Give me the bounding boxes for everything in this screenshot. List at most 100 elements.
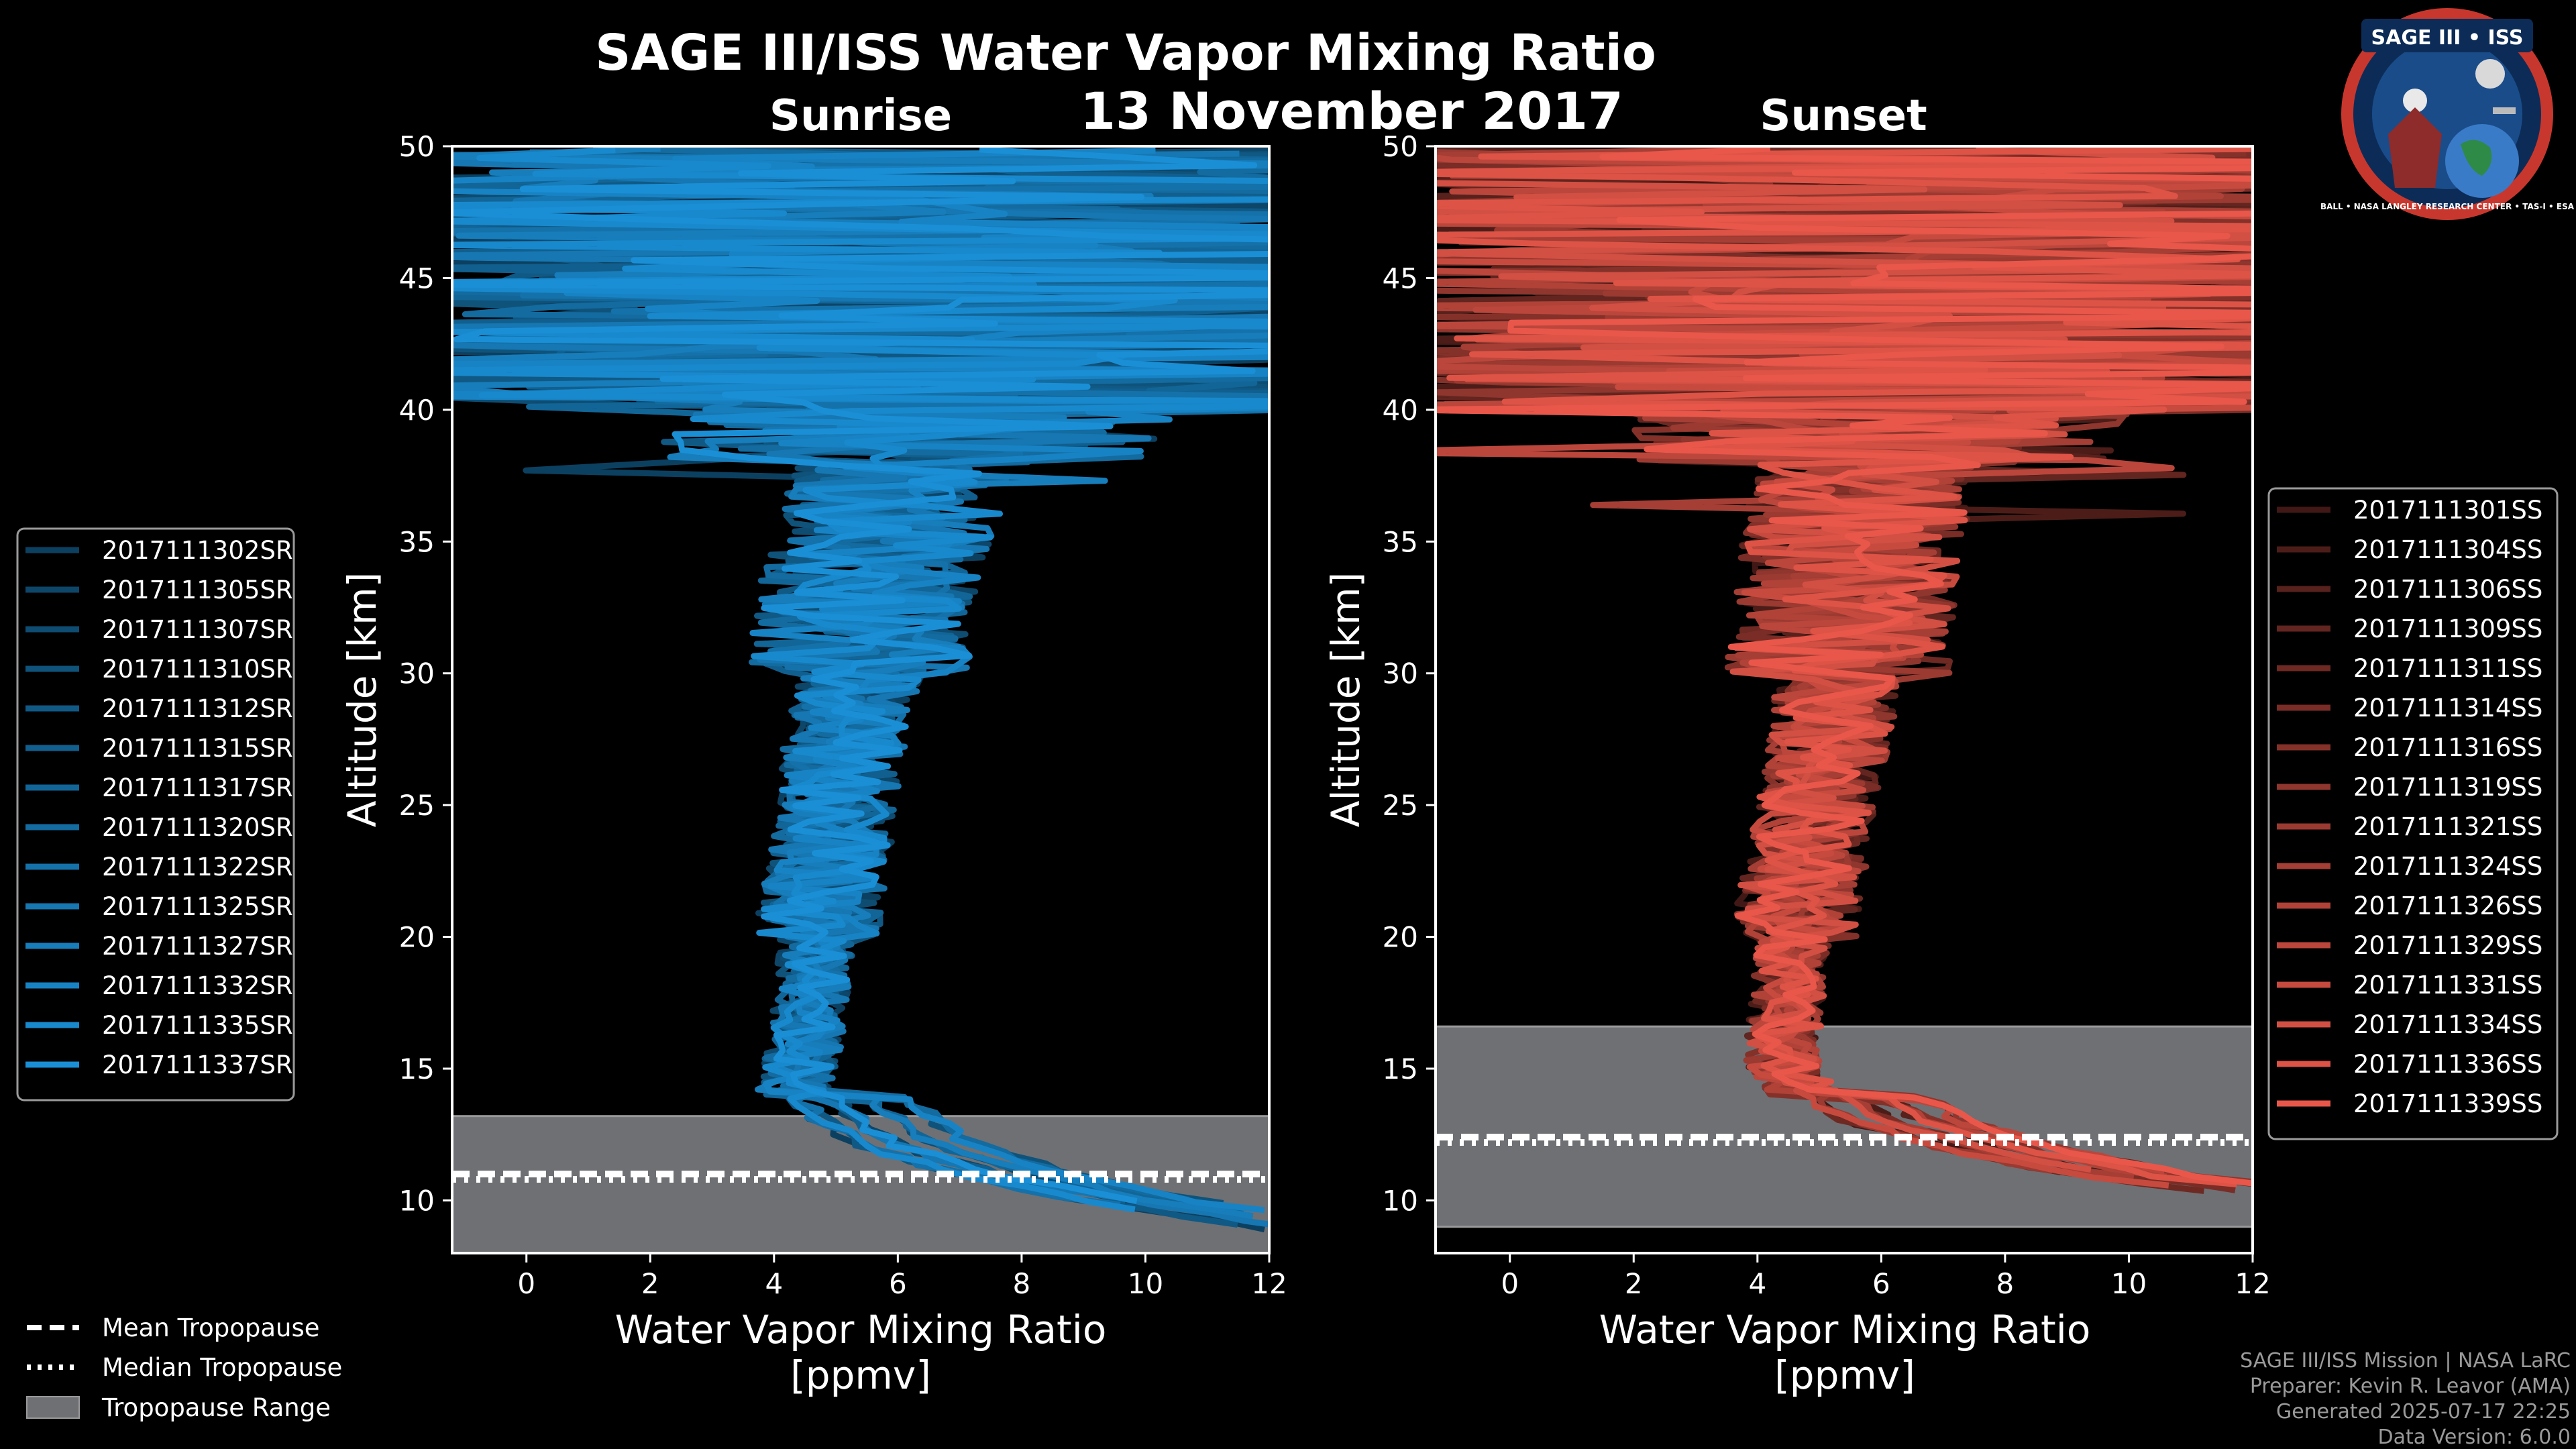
sunset-axis-ticks: 0 2 4 6 8 10 12 10 15 20 25 30 35 40 45 50 bbox=[1383, 130, 2271, 1300]
legend-entry-2017111301SS: 2017111301SS bbox=[2353, 496, 2542, 525]
profile-line-2017111337SR bbox=[452, 146, 1269, 1204]
logo-ring-text: BALL • NASA LANGLEY RESEARCH CENTER • TA… bbox=[2320, 202, 2575, 211]
legend-entry-2017111317SR: 2017111317SR bbox=[102, 773, 293, 802]
sunset-xlabel: Water Vapor Mixing Ratio bbox=[1599, 1307, 2091, 1352]
sunset-panel: 0 2 4 6 8 10 12 10 15 20 25 30 35 40 45 50 Altitude [km… bbox=[1323, 130, 2271, 1398]
x-tick-label: 12 bbox=[2235, 1267, 2270, 1300]
legend-entry-2017111324SS: 2017111324SS bbox=[2353, 852, 2542, 881]
legend-entry-2017111334SS: 2017111334SS bbox=[2353, 1010, 2542, 1039]
sunrise-data-layer bbox=[452, 146, 1269, 1253]
x-tick-label: 8 bbox=[1996, 1267, 2015, 1300]
legend-entry-2017111314SS: 2017111314SS bbox=[2353, 694, 2542, 722]
x-tick-label: 8 bbox=[1013, 1267, 1031, 1300]
legend-entry-2017111337SR: 2017111337SR bbox=[102, 1051, 293, 1079]
mean-tropopause-label: Mean Tropopause bbox=[102, 1313, 320, 1342]
sunrise-xunit: [ppmv] bbox=[790, 1352, 931, 1398]
legend-entry-2017111329SS: 2017111329SS bbox=[2353, 931, 2542, 960]
sunset-legend: 2017111301SS 2017111304SS 2017111306SS 2017… bbox=[2267, 487, 2559, 1140]
x-tick-label: 0 bbox=[517, 1267, 535, 1300]
y-tick-label: 20 bbox=[399, 921, 435, 954]
legend-entry-2017111335SR: 2017111335SR bbox=[102, 1011, 293, 1040]
sunrise-legend: 2017111302SR 2017111305SR 2017111307SR 2017… bbox=[16, 527, 295, 1102]
y-tick-label: 20 bbox=[1383, 921, 1418, 954]
sunset-plot-frame bbox=[1434, 145, 2254, 1254]
credits: SAGE III/ISS Mission | NASA LaRC Prepare… bbox=[2240, 1349, 2571, 1449]
legend-entry-2017111305SR: 2017111305SR bbox=[102, 576, 293, 604]
y-tick-label: 40 bbox=[1383, 394, 1418, 427]
x-tick-label: 6 bbox=[889, 1267, 907, 1300]
legend-entry-2017111319SS: 2017111319SS bbox=[2353, 773, 2542, 802]
sunrise-xlabel: Water Vapor Mixing Ratio bbox=[615, 1307, 1107, 1352]
x-tick-label: 4 bbox=[1748, 1267, 1766, 1300]
credit-generated: Generated 2025-07-17 22:25 bbox=[2276, 1400, 2571, 1424]
x-tick-label: 2 bbox=[641, 1267, 659, 1300]
tropopause-range-band bbox=[1436, 1025, 2253, 1228]
sunset-ylabel: Altitude [km] bbox=[1323, 572, 1368, 827]
y-tick-label: 30 bbox=[1383, 657, 1418, 690]
legend-entry-2017111326SS: 2017111326SS bbox=[2353, 892, 2542, 920]
legend-entry-2017111320SR: 2017111320SR bbox=[102, 813, 293, 842]
y-tick-label: 45 bbox=[399, 262, 435, 294]
y-tick-label: 45 bbox=[1383, 262, 1418, 294]
credit-mission: SAGE III/ISS Mission | NASA LaRC bbox=[2240, 1349, 2571, 1373]
y-tick-label: 50 bbox=[1383, 130, 1418, 163]
sunrise-label: Sunrise bbox=[769, 91, 952, 141]
x-tick-label: 0 bbox=[1501, 1267, 1519, 1300]
x-tick-label: 10 bbox=[2111, 1267, 2147, 1300]
credit-preparer: Preparer: Kevin R. Leavor (AMA) bbox=[2250, 1375, 2571, 1398]
sunset-label: Sunset bbox=[1760, 91, 1927, 141]
x-tick-label: 12 bbox=[1251, 1267, 1287, 1300]
sunrise-panel: 0 2 4 6 8 10 12 10 15 20 25 30 35 40 45 50 Altitude [km… bbox=[339, 130, 1287, 1398]
legend-entry-2017111302SR: 2017111302SR bbox=[102, 536, 293, 565]
legend-entry-2017111310SR: 2017111310SR bbox=[102, 655, 293, 684]
legend-entry-2017111315SR: 2017111315SR bbox=[102, 734, 293, 763]
y-tick-label: 40 bbox=[399, 394, 435, 427]
tropopause-range-label: Tropopause Range bbox=[101, 1393, 331, 1422]
legend-entry-2017111336SS: 2017111336SS bbox=[2353, 1050, 2542, 1079]
legend-entry-2017111312SR: 2017111312SR bbox=[102, 694, 293, 723]
logo-text: SAGE III • ISS bbox=[2371, 26, 2524, 50]
y-tick-label: 25 bbox=[1383, 789, 1418, 822]
sunset-data-layer bbox=[1436, 146, 2253, 1228]
median-tropopause-label: Median Tropopause bbox=[102, 1353, 342, 1382]
sage-iss-mission-logo: SAGE III • ISS BALL • NASA LANGLEY RESEA… bbox=[2320, 8, 2575, 220]
sunrise-ylabel: Altitude [km] bbox=[339, 572, 385, 827]
legend-entry-2017111332SR: 2017111332SR bbox=[102, 971, 293, 1000]
profile-line-2017111339SS bbox=[1436, 146, 2253, 1187]
sunset-xunit: [ppmv] bbox=[1774, 1352, 1915, 1398]
y-tick-label: 10 bbox=[399, 1184, 435, 1217]
legend-entry-2017111309SS: 2017111309SS bbox=[2353, 614, 2542, 643]
x-tick-label: 4 bbox=[765, 1267, 783, 1300]
legend-entry-2017111325SR: 2017111325SR bbox=[102, 892, 293, 921]
date-label: 13 November 2017 bbox=[1080, 81, 1623, 141]
legend-entry-2017111322SR: 2017111322SR bbox=[102, 853, 293, 881]
legend-entry-2017111311SS: 2017111311SS bbox=[2353, 654, 2542, 683]
legend-entry-2017111339SS: 2017111339SS bbox=[2353, 1089, 2542, 1118]
sunrise-axis-ticks: 0 2 4 6 8 10 12 10 15 20 25 30 35 40 45 50 bbox=[399, 130, 1287, 1300]
y-tick-label: 35 bbox=[399, 525, 435, 558]
legend-entry-2017111307SR: 2017111307SR bbox=[102, 615, 293, 644]
legend-frame bbox=[16, 527, 295, 1102]
y-tick-label: 10 bbox=[1383, 1184, 1418, 1217]
tropopause-legend: Mean Tropopause Median Tropopause Tropop… bbox=[26, 1313, 342, 1422]
legend-entry-2017111327SR: 2017111327SR bbox=[102, 932, 293, 961]
y-tick-label: 30 bbox=[399, 657, 435, 690]
credit-version: Data Version: 6.0.0 bbox=[2378, 1426, 2571, 1449]
y-tick-label: 15 bbox=[1383, 1053, 1418, 1085]
x-tick-label: 10 bbox=[1128, 1267, 1163, 1300]
x-tick-label: 2 bbox=[1625, 1267, 1643, 1300]
legend-entry-2017111321SS: 2017111321SS bbox=[2353, 812, 2542, 841]
tropopause-range-swatch bbox=[26, 1396, 80, 1419]
x-tick-label: 6 bbox=[1872, 1267, 1890, 1300]
y-tick-label: 35 bbox=[1383, 525, 1418, 558]
y-tick-label: 50 bbox=[399, 130, 435, 163]
legend-entry-2017111306SS: 2017111306SS bbox=[2353, 575, 2542, 604]
figure-title: SAGE III/ISS Water Vapor Mixing Ratio bbox=[595, 24, 1656, 82]
y-tick-label: 25 bbox=[399, 789, 435, 822]
y-tick-label: 15 bbox=[399, 1053, 435, 1085]
legend-entry-2017111304SS: 2017111304SS bbox=[2353, 535, 2542, 564]
legend-entry-2017111316SS: 2017111316SS bbox=[2353, 733, 2542, 762]
legend-frame bbox=[2267, 487, 2559, 1140]
legend-entry-2017111331SS: 2017111331SS bbox=[2353, 971, 2542, 1000]
